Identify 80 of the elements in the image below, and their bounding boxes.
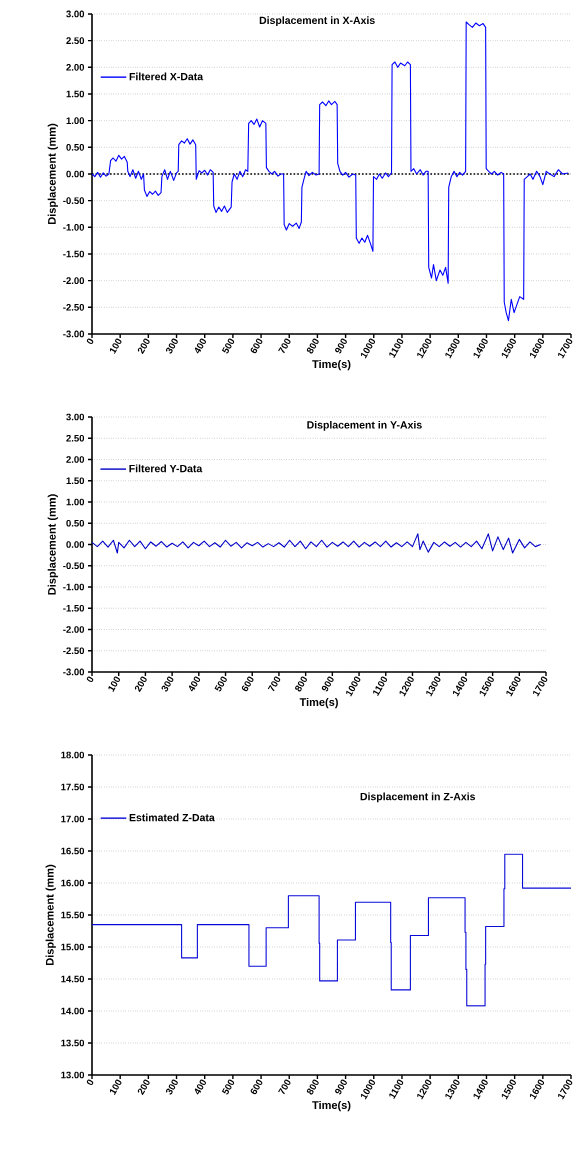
x-tick-label: 900 (335, 1079, 347, 1095)
y-tick-label: -1.50 (63, 250, 85, 258)
x-tick-label: 500 (221, 338, 235, 354)
y-axis-title: Displacement (mm) (45, 864, 56, 965)
y-tick-label: 16.50 (61, 847, 85, 855)
y-tick-label: 18.00 (61, 751, 85, 759)
x-tick-label: 200 (137, 338, 150, 355)
y-tick-label: 14.50 (61, 975, 85, 983)
y-tick-label: 17.50 (61, 783, 85, 791)
y-tick-label: 0.50 (66, 519, 85, 527)
legend-label: Filtered X-Data (129, 72, 204, 81)
x-tick-label: 800 (306, 338, 319, 354)
y-tick-label: 1.00 (66, 498, 85, 506)
y-tick-label: 2.50 (66, 434, 85, 442)
x-tick-label: 600 (241, 676, 254, 692)
y-tick-label: 3.00 (66, 413, 85, 421)
x-tick-label: 700 (278, 1079, 291, 1095)
y-tick-label: 1.50 (66, 90, 85, 98)
y-tick-label: 2.50 (66, 37, 85, 45)
legend-label: Estimated Z-Data (129, 813, 215, 822)
y-tick-label: 0.00 (66, 541, 85, 548)
y-tick-label: 1.50 (66, 477, 85, 485)
x-tick-label: 200 (137, 1079, 150, 1096)
y-tick-label: 0.00 (66, 170, 85, 178)
y-tick-label: 15.50 (61, 911, 85, 919)
x-tick-label: 100 (109, 338, 122, 354)
legend-label: Filtered Y-Data (129, 464, 203, 473)
y-tick-label: 2.00 (66, 63, 85, 71)
chart-title: Displacement in X-Axis (259, 16, 375, 27)
y-tick-label: -1.50 (63, 604, 85, 612)
x-tick-label: 500 (214, 676, 227, 692)
y-tick-label: -3.00 (63, 330, 85, 338)
y-tick-label: 17.00 (61, 815, 85, 823)
y-axis-title: Displacement (mm) (47, 494, 58, 595)
x-tick-label: 600 (250, 338, 263, 354)
y-tick-label: 1.00 (66, 117, 85, 125)
y-tick-label: -2.50 (63, 303, 85, 311)
x-axis-title: Time(s) (312, 1100, 351, 1112)
x-tick-label: 0 (86, 1079, 94, 1086)
y-tick-label: -1.00 (63, 583, 85, 591)
x-tick-label: 200 (134, 676, 147, 693)
y-tick-label: -2.50 (63, 647, 85, 655)
x-tick-label: 100 (108, 676, 120, 692)
x-tick-label: 500 (221, 1079, 235, 1095)
x-tick-label: 800 (306, 1079, 319, 1095)
text: Displacement in Z-Axis (360, 792, 476, 803)
x-tick-label: 0 (86, 338, 94, 345)
y-tick-label: 14.00 (61, 1007, 85, 1015)
y-tick-label: 3.00 (66, 10, 85, 18)
x-tick-label: 300 (161, 676, 174, 692)
x-tick-label: 700 (267, 676, 281, 692)
y-tick-label: 13.00 (61, 1071, 85, 1079)
y-tick-label: 15.00 (61, 943, 85, 951)
x-tick-label: 400 (188, 676, 201, 692)
x-axis-title: Time(s) (312, 359, 351, 371)
y-tick-label: -2.00 (63, 626, 85, 633)
x-tick-label: 100 (109, 1079, 122, 1095)
x-tick-label: 400 (194, 338, 206, 354)
x-tick-label: 0 (86, 676, 94, 683)
line-series (92, 533, 542, 554)
y-tick-label: -3.00 (63, 668, 85, 676)
y-axis-title: Displacement (mm) (47, 123, 58, 224)
y-tick-label: -1.00 (63, 223, 85, 231)
x-tick-label: 900 (335, 338, 347, 354)
x-tick-label: 300 (166, 338, 178, 354)
y-tick-label: 16.00 (61, 879, 85, 887)
chart-title: Displacement in Y-Axis (307, 420, 422, 431)
y-tick-label: 13.50 (61, 1039, 85, 1047)
y-tick-label: -0.50 (63, 562, 85, 570)
x-axis-title: Time(s) (299, 697, 338, 709)
y-tick-label: 2.00 (66, 456, 85, 463)
y-tick-label: -0.50 (63, 197, 85, 205)
x-tick-label: 300 (166, 1079, 178, 1095)
x-tick-label: 900 (321, 676, 334, 692)
x-tick-label: 400 (194, 1079, 206, 1095)
y-tick-label: -2.00 (63, 277, 85, 285)
x-tick-label: 800 (295, 676, 307, 692)
y-tick-label: 0.50 (66, 143, 85, 151)
x-tick-label: 600 (250, 1079, 263, 1095)
x-tick-label: 700 (278, 338, 291, 354)
